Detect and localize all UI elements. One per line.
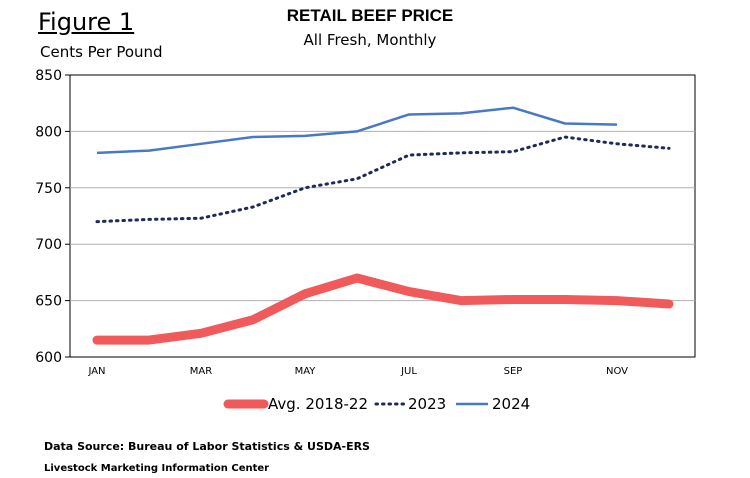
y-tick-label: 800 xyxy=(35,124,62,140)
x-tick-label: MAR xyxy=(190,366,212,377)
legend-label: Avg. 2018-22 xyxy=(268,395,368,413)
x-tick-label: MAY xyxy=(295,366,317,377)
chart-subtitle: All Fresh, Monthly xyxy=(303,31,437,49)
series-line-2024 xyxy=(96,106,618,155)
x-tick-label: JUL xyxy=(400,366,417,377)
series-line-avg-2018-22 xyxy=(92,273,674,345)
x-tick-label: JAN xyxy=(87,366,105,377)
chart-title: RETAIL BEEF PRICE xyxy=(286,6,454,25)
series-line-2023 xyxy=(95,135,671,224)
legend-label: 2024 xyxy=(492,395,530,413)
line-chart: 600 650 700 750 800 850 JAN MAR MAY JUL SEP NOV Av… xyxy=(35,68,696,413)
legend-label: 2023 xyxy=(408,395,446,413)
credit-note: Livestock Marketing Information Center xyxy=(44,463,270,474)
y-tick-label: 600 xyxy=(35,350,62,366)
plot-area xyxy=(69,74,696,358)
figure-label: Figure 1 xyxy=(38,8,135,36)
y-tick-label: 750 xyxy=(35,181,62,197)
y-tick-label: 850 xyxy=(35,68,62,84)
y-tick-label: 650 xyxy=(35,294,62,310)
units-label: Cents Per Pound xyxy=(40,43,163,61)
x-tick-label: NOV xyxy=(606,366,628,377)
data-source-note: Data Source: Bureau of Labor Statistics … xyxy=(44,440,370,453)
y-tick-label: 700 xyxy=(35,237,62,253)
x-tick-label: SEP xyxy=(504,366,523,377)
